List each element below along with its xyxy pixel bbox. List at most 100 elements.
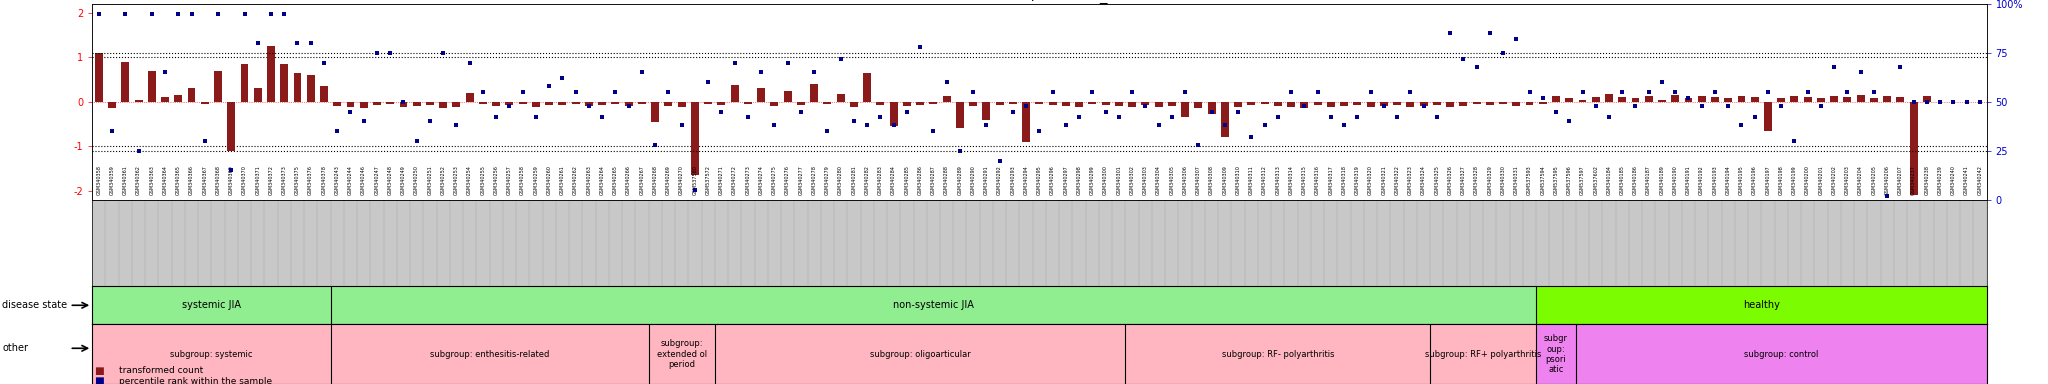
Bar bbox=[1536, 286, 1987, 324]
Bar bbox=[571, 102, 580, 104]
Point bbox=[1671, 95, 1704, 101]
Point bbox=[1884, 63, 1917, 70]
Point bbox=[1540, 109, 1573, 115]
Bar bbox=[1870, 98, 1878, 102]
Bar bbox=[956, 102, 965, 129]
Point bbox=[573, 103, 606, 109]
Bar bbox=[1274, 102, 1282, 106]
Bar bbox=[1473, 102, 1481, 104]
Bar bbox=[1354, 102, 1362, 105]
Point bbox=[918, 128, 950, 134]
Text: disease state: disease state bbox=[2, 300, 68, 310]
Point bbox=[1155, 114, 1188, 121]
Point bbox=[1487, 50, 1520, 56]
Bar bbox=[715, 324, 1126, 384]
Point bbox=[307, 60, 340, 66]
Point bbox=[1434, 30, 1466, 36]
Bar bbox=[1262, 102, 1268, 104]
Bar bbox=[465, 93, 473, 102]
Bar bbox=[1380, 102, 1389, 106]
Bar bbox=[1102, 102, 1110, 105]
Point bbox=[1247, 122, 1280, 128]
Point bbox=[520, 114, 553, 121]
Point bbox=[1765, 103, 1798, 109]
Bar bbox=[360, 102, 369, 108]
Point bbox=[850, 122, 883, 128]
Point bbox=[651, 89, 684, 95]
Text: non-systemic JIA: non-systemic JIA bbox=[893, 300, 973, 310]
Bar bbox=[1686, 98, 1692, 102]
Point bbox=[864, 114, 897, 121]
Point bbox=[360, 50, 393, 56]
Point bbox=[1116, 89, 1149, 95]
Bar bbox=[1010, 102, 1018, 104]
Point bbox=[745, 70, 778, 76]
Bar bbox=[1618, 97, 1626, 102]
Bar bbox=[1313, 102, 1321, 105]
Bar bbox=[506, 102, 514, 105]
Point bbox=[1182, 142, 1214, 148]
Bar bbox=[1579, 99, 1587, 102]
Bar bbox=[1430, 324, 1536, 384]
Point bbox=[1513, 89, 1546, 95]
Point bbox=[1858, 89, 1890, 95]
Bar bbox=[1804, 97, 1812, 102]
Point bbox=[997, 109, 1030, 115]
Bar bbox=[545, 102, 553, 105]
Point bbox=[467, 89, 500, 95]
Point bbox=[1143, 122, 1176, 128]
Point bbox=[1923, 99, 1956, 105]
Text: ■: ■ bbox=[94, 366, 104, 376]
Point bbox=[1208, 122, 1241, 128]
Point bbox=[692, 79, 725, 85]
Bar bbox=[1511, 102, 1520, 106]
Bar bbox=[1087, 102, 1096, 104]
Bar bbox=[1896, 97, 1905, 102]
Bar bbox=[678, 102, 686, 107]
Bar bbox=[414, 102, 420, 106]
Text: subgroup: enthesitis-related: subgroup: enthesitis-related bbox=[430, 350, 549, 359]
Point bbox=[1632, 89, 1665, 95]
Point bbox=[242, 40, 274, 46]
Point bbox=[930, 79, 963, 85]
Bar bbox=[1022, 102, 1030, 142]
Point bbox=[1499, 36, 1532, 42]
Point bbox=[1831, 89, 1864, 95]
Point bbox=[1567, 89, 1599, 95]
Bar bbox=[811, 84, 817, 102]
Point bbox=[1354, 89, 1386, 95]
Bar bbox=[639, 102, 645, 104]
Bar bbox=[135, 99, 143, 102]
Point bbox=[1792, 89, 1825, 95]
Point bbox=[96, 128, 129, 134]
Bar bbox=[1552, 96, 1561, 102]
Bar bbox=[1858, 95, 1864, 102]
Bar bbox=[387, 102, 393, 104]
Bar bbox=[109, 102, 117, 108]
Point bbox=[494, 103, 526, 109]
Point bbox=[1739, 114, 1772, 121]
Point bbox=[1620, 103, 1653, 109]
Bar bbox=[1460, 102, 1466, 106]
Bar bbox=[1036, 102, 1042, 104]
Bar bbox=[995, 102, 1004, 105]
Bar bbox=[1128, 102, 1137, 107]
Bar bbox=[1565, 98, 1573, 102]
Point bbox=[453, 60, 485, 66]
Bar bbox=[330, 286, 1536, 324]
Point bbox=[600, 89, 633, 95]
Point bbox=[639, 142, 672, 148]
Bar bbox=[1737, 96, 1745, 102]
Bar bbox=[518, 102, 526, 104]
Bar bbox=[1790, 96, 1798, 102]
Bar bbox=[293, 73, 301, 102]
Point bbox=[176, 11, 209, 17]
Point bbox=[784, 109, 817, 115]
Bar bbox=[598, 102, 606, 105]
Point bbox=[1075, 89, 1108, 95]
Bar bbox=[797, 102, 805, 105]
Bar bbox=[1536, 324, 1575, 384]
Point bbox=[387, 99, 420, 105]
Point bbox=[1063, 114, 1096, 121]
Bar bbox=[731, 85, 739, 102]
